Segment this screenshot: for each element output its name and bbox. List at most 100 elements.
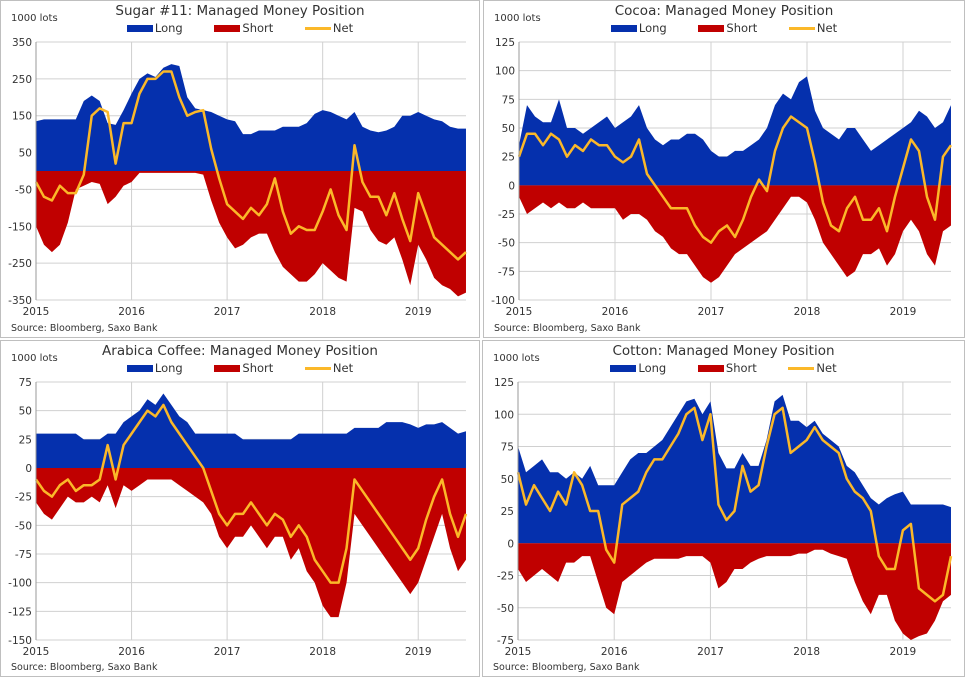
y-tick-label: -75 [498, 266, 515, 278]
y-tick-label: -25 [497, 571, 514, 583]
legend-long: Long [126, 21, 183, 35]
legend-long: Long [126, 361, 183, 375]
x-tick-label: 2017 [698, 306, 725, 318]
long-swatch-icon [610, 365, 637, 372]
source-note: Source: Bloomberg, Saxo Bank [494, 323, 641, 334]
y-tick-label: 75 [502, 94, 515, 106]
y-tick-label: -100 [8, 578, 32, 590]
y-tick-label: -50 [497, 603, 514, 615]
legend-net: Net [788, 21, 838, 35]
long-swatch-icon [610, 25, 637, 32]
y-tick-label: -75 [15, 549, 32, 561]
y-tick-label: -350 [8, 295, 32, 307]
legend-long-label: Long [638, 21, 667, 35]
x-tick-label: 2016 [601, 646, 628, 658]
y-tick-label: 0 [25, 463, 32, 475]
chart-title: Cotton: Managed Money Position [612, 343, 835, 359]
y-tick-label: 150 [12, 111, 32, 123]
legend-short-label: Short [242, 21, 274, 35]
y-unit-label: 1000 lots [494, 13, 541, 24]
net-line [517, 115, 953, 244]
y-tick-label: 0 [507, 538, 514, 550]
cotton-chart-panel: 125 100 75 50 25 0 -25 -50 -75 2015 2016 2017 2018 20… [482, 340, 965, 677]
x-tick-label: 2018 [794, 306, 821, 318]
y-tick-label: -75 [497, 635, 514, 647]
y-tick-label: -25 [15, 492, 32, 504]
short-area [36, 468, 466, 618]
legend-long-label: Long [638, 361, 667, 375]
legend-long: Long [610, 21, 667, 35]
y-tick-label: -150 [8, 635, 32, 647]
short-swatch-icon [698, 25, 725, 32]
legend-long-label: Long [154, 361, 183, 375]
chart-title: Arabica Coffee: Managed Money Position [102, 343, 378, 359]
legend-long-label: Long [154, 21, 183, 35]
legend: Long Short Net [484, 21, 964, 35]
legend-net: Net [788, 361, 837, 375]
y-tick-label: 125 [494, 377, 514, 389]
source-note: Source: Bloomberg, Saxo Bank [11, 323, 158, 334]
net-swatch-icon [788, 27, 815, 30]
legend-net: Net [304, 361, 353, 375]
net-line [516, 406, 953, 603]
chart-title: Cocoa: Managed Money Position [614, 3, 834, 19]
short-swatch-icon [214, 365, 241, 372]
long-swatch-icon [126, 365, 153, 372]
cocoa-chart-panel: 125 100 75 50 25 0 -25 -50 -75 -100 2015 2016 2017 20… [483, 0, 965, 338]
source-note: Source: Bloomberg, Saxo Bank [11, 662, 158, 673]
long-area [36, 64, 466, 171]
net-line [34, 403, 468, 584]
legend-net-label: Net [816, 21, 838, 35]
short-area [36, 171, 466, 297]
y-tick-label: -25 [498, 209, 515, 221]
y-tick-label: 50 [501, 474, 514, 486]
y-tick-label: -250 [8, 258, 32, 270]
legend-short-label: Short [725, 361, 757, 375]
net-line [34, 70, 467, 261]
y-tick-label: 100 [494, 409, 514, 421]
legend-short: Short [697, 361, 757, 375]
y-tick-label: 50 [19, 148, 32, 160]
x-tick-label: 2016 [118, 646, 145, 658]
legend-short: Short [698, 21, 757, 35]
x-tick-label: 2017 [214, 306, 241, 318]
coffee-chart-panel: 75 50 25 0 -25 -50 -75 -100 -125 -150 2015 2016 2017… [0, 340, 480, 677]
short-area [518, 543, 951, 640]
y-tick-label: 50 [19, 406, 32, 418]
chart-title: Sugar #11: Managed Money Position [115, 3, 365, 19]
legend: Long Short Net [1, 361, 479, 375]
y-unit-label: 1000 lots [11, 353, 58, 364]
x-tick-label: 2018 [793, 646, 820, 658]
y-tick-label: 75 [19, 377, 32, 389]
legend-short-label: Short [726, 21, 758, 35]
legend-net: Net [304, 21, 353, 35]
y-tick-label: 125 [495, 37, 515, 49]
y-tick-label: 0 [508, 180, 515, 192]
x-tick-label: 2015 [505, 646, 532, 658]
y-tick-label: -50 [15, 184, 32, 196]
sugar-chart-panel: 350 250 150 50 -50 -150 -250 -350 2015 2016 2017 20… [0, 0, 480, 338]
legend-short-label: Short [242, 361, 274, 375]
net-swatch-icon [304, 27, 331, 30]
x-tick-label: 2015 [23, 646, 50, 658]
y-tick-label: -150 [8, 221, 32, 233]
x-tick-label: 2018 [309, 646, 336, 658]
y-tick-label: -125 [8, 606, 32, 618]
y-tick-label: 350 [12, 37, 32, 49]
legend: Long Short Net [1, 21, 479, 35]
long-area [36, 393, 466, 468]
x-tick-label: 2016 [118, 306, 145, 318]
x-tick-label: 2019 [405, 646, 432, 658]
legend-short: Short [214, 21, 273, 35]
y-tick-label: 75 [501, 442, 514, 454]
short-swatch-icon [697, 365, 724, 372]
y-tick-label: 250 [12, 74, 32, 86]
x-tick-label: 2019 [890, 646, 917, 658]
long-area [519, 76, 951, 186]
y-tick-label: 25 [501, 506, 514, 518]
y-tick-label: -50 [15, 520, 32, 532]
legend-short: Short [214, 361, 273, 375]
